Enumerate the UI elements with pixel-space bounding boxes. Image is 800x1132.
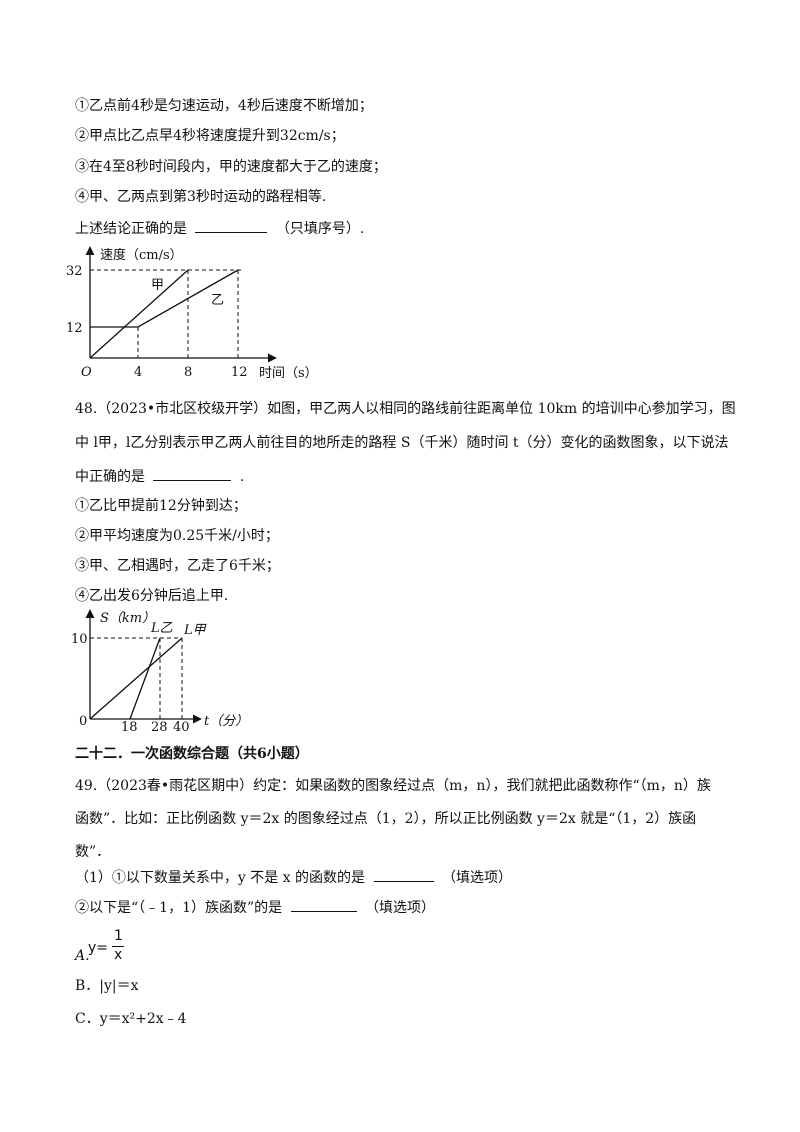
q48-item-4: ④乙出发6分钟后追上甲.	[75, 588, 229, 604]
q49-line-1: 49.（2023春•雨花区期中）约定：如果函数的图象经过点（m，n），我们就把此…	[75, 778, 711, 794]
chart1-ylabel: 速度（cm/s）	[100, 247, 183, 263]
chart1-line-yi	[90, 269, 239, 328]
chart2-origin: 0	[79, 714, 87, 729]
chart2-ytick-10: 10	[71, 632, 88, 647]
chart1-origin: O	[81, 365, 92, 380]
q48-prompt-after: .	[239, 469, 245, 485]
q47-item-4: ④甲、乙两点到第3秒时运动的路程相等.	[75, 189, 327, 205]
q49-option-c: C．y＝x²+2x﹣4	[75, 1011, 187, 1027]
chart2-label-lyi: L乙	[150, 621, 173, 636]
q48-line-3: 中正确的是 .	[75, 466, 244, 487]
q48-answer-blank[interactable]	[153, 466, 232, 481]
chart2-line-ljia	[89, 637, 183, 720]
q49-sub1-before: （1）①以下数量关系中，y 不是 x 的函数的是	[75, 870, 366, 886]
chart2-xtick-40: 40	[173, 720, 190, 735]
fraction-lhs: y=	[88, 940, 109, 956]
chart1-xtick-8: 8	[184, 365, 192, 380]
q47-prompt-after: （只填序号）.	[275, 221, 365, 237]
q47-prompt-before: 上述结论正确的是	[75, 221, 187, 237]
chart1-ytick-32: 32	[66, 264, 83, 279]
q49-sub2-after: （填选项）	[365, 900, 436, 916]
q48-item-1: ①乙比甲提前12分钟到达；	[75, 498, 247, 514]
fraction-numerator: 1	[114, 928, 123, 944]
chart1-label-yi: 乙	[211, 293, 224, 308]
q49-sub2-blank[interactable]	[290, 897, 357, 912]
chart1-xtick-12: 12	[231, 365, 248, 380]
chart1-line-jia	[89, 269, 189, 359]
q47-item-3: ③在4至8秒时间段内，甲的速度都大于乙的速度；	[75, 159, 387, 175]
q49-line-2: 函数”．比如：正比例函数 y＝2x 的图象经过点（1，2），所以正比例函数 y＝…	[75, 811, 697, 827]
q48-line-1: 48.（2023•市北区校级开学）如图，甲乙两人以相同的路线前往距离单位 10k…	[75, 401, 736, 417]
chart1-ytick-12: 12	[66, 321, 83, 336]
chart2-xlabel: t（分）	[204, 713, 248, 729]
q49-line-3: 数”．	[75, 844, 111, 860]
chart1-label-jia: 甲	[151, 278, 164, 293]
q49-sub1-after: （填选项）	[441, 870, 512, 886]
q48-item-2: ②甲平均速度为0.25千米/小时；	[75, 528, 279, 544]
q48-item-3: ③甲、乙相遇时，乙走了6千米；	[75, 558, 280, 574]
q47-answer-blank[interactable]	[195, 218, 268, 233]
q49-sub1-blank[interactable]	[373, 867, 434, 882]
fraction-bar	[112, 946, 124, 947]
q47-prompt: 上述结论正确的是 （只填序号）.	[75, 218, 364, 239]
fraction-denominator: x	[114, 947, 123, 963]
q47-item-2: ②甲点比乙点早4秒将速度提升到32cm/s；	[75, 128, 345, 144]
q48-line-2: 中 l甲，l乙分别表示甲乙两人前往目的地所走的路程 S（千米）随时间 t（分）变…	[75, 435, 729, 451]
chart2-xtick-28: 28	[151, 720, 168, 735]
chart1-xtick-4: 4	[134, 365, 142, 380]
chart1-xlabel: 时间（s）	[259, 366, 318, 381]
q49-option-b: B．|y|＝x	[75, 978, 139, 994]
chart2-ylabel: S（km）	[100, 610, 155, 626]
q48-prompt-before: 中正确的是	[75, 469, 145, 485]
q49-sub-1: （1）①以下数量关系中，y 不是 x 的函数的是 （填选项）	[75, 867, 512, 888]
chart2-xtick-18: 18	[121, 720, 138, 735]
q49-option-a-label: A.	[75, 948, 90, 964]
q49-sub-2: ②以下是“（﹣1，1）族函数”的是 （填选项）	[75, 897, 435, 918]
q49-sub2-before: ②以下是“（﹣1，1）族函数”的是	[75, 900, 283, 916]
chart2-label-ljia: L甲	[183, 623, 207, 638]
chart2-line-lyi	[129, 637, 161, 720]
section-heading: 二十二．一次函数综合题（共6小题）	[75, 746, 309, 762]
q47-item-1: ①乙点前4秒是匀速运动，4秒后速度不断增加；	[75, 98, 373, 114]
